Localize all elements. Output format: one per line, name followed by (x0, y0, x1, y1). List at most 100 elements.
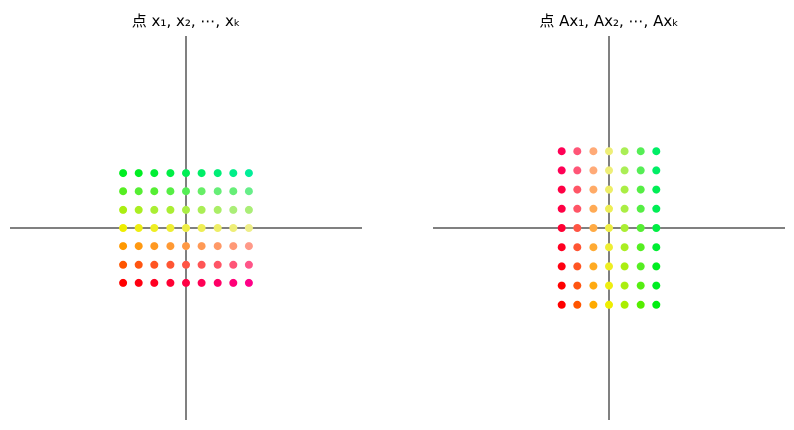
right-point-r3-c5 (636, 204, 645, 213)
right-point-r2-c5 (636, 185, 645, 194)
left-point-r5-c2 (150, 260, 159, 269)
right-point-r0-c3 (605, 147, 613, 156)
left-point-r4-c7 (229, 242, 238, 251)
left-point-r3-c0 (119, 224, 128, 232)
left-point-r2-c1 (134, 205, 143, 214)
right-points (557, 147, 661, 309)
left-point-r5-c6 (213, 260, 222, 269)
left-point-r2-c8 (244, 205, 253, 214)
right-point-r7-c1 (573, 281, 582, 290)
left-point-r5-c8 (244, 260, 253, 269)
left-point-r5-c5 (197, 260, 206, 269)
right-point-r8-c3 (605, 300, 613, 309)
left-plot: 点 x₁, x₂, ⋯, xₖ (10, 12, 362, 420)
left-point-r0-c2 (150, 169, 159, 178)
left-point-r4-c4 (182, 242, 190, 251)
right-point-r5-c1 (573, 243, 582, 252)
right-point-r4-c4 (620, 224, 629, 232)
right-point-r2-c2 (589, 185, 598, 194)
right-point-r6-c6 (652, 262, 661, 271)
right-point-r1-c6 (652, 166, 661, 175)
left-point-r2-c4 (182, 205, 190, 214)
right-plot: 点 Ax₁, Ax₂, ⋯, Axₖ (433, 12, 785, 420)
left-points (119, 169, 253, 287)
left-point-r4-c3 (166, 242, 175, 251)
right-point-r1-c0 (557, 166, 566, 175)
right-point-r3-c3 (605, 204, 613, 213)
right-point-r3-c2 (589, 204, 598, 213)
left-point-r1-c4 (182, 187, 190, 196)
right-point-r8-c2 (589, 300, 598, 309)
right-point-r3-c6 (652, 204, 661, 213)
right-point-r5-c6 (652, 243, 661, 252)
left-point-r6-c4 (182, 278, 190, 287)
right-point-r2-c1 (573, 185, 582, 194)
right-point-r4-c0 (557, 224, 566, 232)
right-point-r1-c4 (620, 166, 629, 175)
left-point-r5-c1 (134, 260, 143, 269)
right-point-r3-c0 (557, 204, 566, 213)
left-point-r6-c2 (150, 278, 159, 287)
left-point-r6-c1 (134, 278, 143, 287)
left-point-r0-c4 (182, 169, 190, 178)
left-point-r0-c6 (213, 169, 222, 178)
left-point-r4-c8 (244, 242, 253, 251)
left-point-r1-c6 (213, 187, 222, 196)
right-point-r1-c2 (589, 166, 598, 175)
right-point-r2-c3 (605, 185, 613, 194)
right-point-r6-c5 (636, 262, 645, 271)
left-point-r6-c0 (119, 278, 128, 287)
left-point-r6-c6 (213, 278, 222, 287)
left-point-r2-c7 (229, 205, 238, 214)
left-point-r3-c3 (166, 224, 175, 232)
right-point-r7-c2 (589, 281, 598, 290)
right-point-r5-c5 (636, 243, 645, 252)
right-point-r5-c4 (620, 243, 629, 252)
left-point-r1-c5 (197, 187, 206, 196)
right-point-r3-c1 (573, 204, 582, 213)
right-point-r7-c0 (557, 281, 566, 290)
right-point-r7-c3 (605, 281, 613, 290)
left-point-r3-c6 (213, 224, 222, 232)
left-point-r2-c5 (197, 205, 206, 214)
right-point-r0-c0 (557, 147, 566, 156)
left-point-r3-c2 (150, 224, 159, 232)
left-point-r0-c7 (229, 169, 238, 178)
left-point-r3-c1 (134, 224, 143, 232)
right-point-r7-c5 (636, 281, 645, 290)
left-point-r5-c7 (229, 260, 238, 269)
right-point-r0-c5 (636, 147, 645, 156)
right-point-r4-c6 (652, 224, 661, 232)
left-point-r6-c3 (166, 278, 175, 287)
right-point-r5-c0 (557, 243, 566, 252)
right-point-r6-c4 (620, 262, 629, 271)
right-point-r8-c6 (652, 300, 661, 309)
right-point-r4-c2 (589, 224, 598, 232)
right-point-r6-c1 (573, 262, 582, 271)
left-point-r6-c5 (197, 278, 206, 287)
left-point-r4-c6 (213, 242, 222, 251)
left-point-r0-c1 (134, 169, 143, 178)
right-point-r8-c0 (557, 300, 566, 309)
right-point-r1-c5 (636, 166, 645, 175)
left-point-r3-c4 (182, 224, 190, 232)
right-point-r6-c3 (605, 262, 613, 271)
right-point-r0-c6 (652, 147, 661, 156)
left-point-r2-c0 (119, 205, 128, 214)
left-point-r0-c0 (119, 169, 128, 178)
left-point-r4-c2 (150, 242, 159, 251)
left-point-r1-c7 (229, 187, 238, 196)
right-point-r3-c4 (620, 204, 629, 213)
left-point-r4-c5 (197, 242, 206, 251)
left-point-r0-c5 (197, 169, 206, 178)
right-point-r0-c2 (589, 147, 598, 156)
right-point-r7-c6 (652, 281, 661, 290)
right-point-r0-c4 (620, 147, 629, 156)
right-point-r2-c4 (620, 185, 629, 194)
right-point-r1-c3 (605, 166, 613, 175)
right-point-r6-c0 (557, 262, 566, 271)
left-point-r1-c0 (119, 187, 128, 196)
left-point-r3-c5 (197, 224, 206, 232)
right-point-r0-c1 (573, 147, 582, 156)
left-point-r5-c3 (166, 260, 175, 269)
